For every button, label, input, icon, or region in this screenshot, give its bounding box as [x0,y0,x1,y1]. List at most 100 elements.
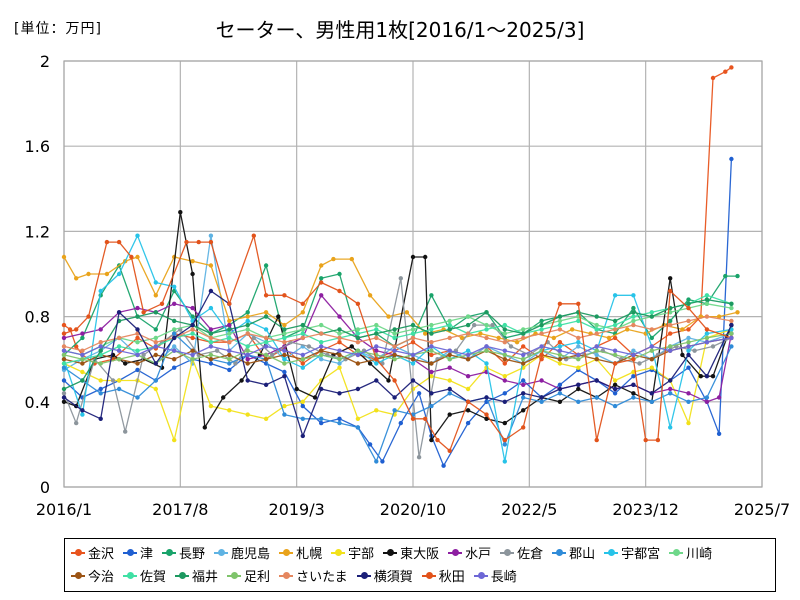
data-point [612,348,618,353]
data-point [686,301,691,306]
legend-swatch [71,548,85,557]
data-point [172,327,177,332]
data-point [668,344,673,349]
data-point [649,365,654,370]
data-point [649,348,654,353]
data-point [631,305,636,311]
data-point [306,344,312,349]
data-point [594,348,599,353]
data-point [410,361,416,366]
data-point [331,256,336,262]
data-point [374,459,379,464]
data-point [612,352,618,358]
data-point [135,305,140,311]
x-tick-label: 2023/12 [612,500,678,519]
data-point [686,340,691,345]
data-point [539,331,544,336]
data-point [594,331,599,336]
data-point [355,348,361,353]
data-point [631,310,636,315]
data-point [631,314,636,319]
x-tick-label: 2025/7 [734,500,790,519]
data-point [502,420,507,426]
data-point [557,382,563,387]
data-point [319,280,324,285]
data-point [374,327,379,332]
data-point [557,340,563,345]
data-point [429,331,434,336]
data-point [337,314,342,319]
data-point [374,331,379,336]
legend-label: 川崎 [686,547,713,562]
data-point [355,331,361,336]
data-point [349,256,354,262]
data-point [521,361,526,366]
data-point [686,348,691,353]
data-point [557,391,563,396]
legend-item: 横須賀 [356,564,413,587]
data-point [423,416,428,421]
data-point [716,431,722,436]
legend-item: 宇都宮 [604,541,660,564]
y-tick-label: 0.8 [25,308,50,327]
data-point [80,335,85,341]
data-point [153,280,158,285]
legend-swatch [383,548,398,557]
data-point [123,429,128,434]
data-point [172,348,177,353]
data-point [502,459,507,464]
data-point [557,352,563,358]
data-point [190,352,195,358]
data-point [153,310,158,315]
data-point [668,318,673,324]
data-point [300,331,305,336]
data-point [227,348,232,353]
data-point [190,331,195,336]
data-point [484,322,489,328]
data-point [337,331,342,336]
data-point [104,271,110,277]
data-point [484,327,489,332]
data-point [612,378,618,383]
data-point [686,327,691,332]
data-point [398,276,403,281]
data-point [276,314,281,319]
legend-item: 福井 [175,564,218,587]
data-point [245,310,250,315]
data-point [484,361,489,366]
legend-grid: 金沢 津 長野 鹿児島 札幌 宇部 東大阪 水戸 佐倉 郡山 宇都宮 川崎 今治 佐賀 福井 足利 さいたま 横須… [65,539,775,587]
data-point [74,327,79,332]
data-point [710,374,716,379]
data-point [521,395,526,400]
data-point [472,322,477,328]
data-point [649,310,654,315]
legend-swatch [331,548,346,557]
data-point [631,293,636,298]
data-point [227,322,232,328]
legend-label: 佐倉 [517,547,544,562]
data-point [502,374,507,379]
data-point [74,276,79,281]
data-point [245,314,250,319]
y-tick-label: 1.6 [25,137,50,156]
data-point [576,382,581,387]
data-point [729,65,734,70]
data-point [263,335,269,341]
data-point [159,301,165,306]
data-point [74,420,79,426]
data-point [245,322,250,328]
legend-item: 東大阪 [383,541,439,564]
legend-label: 郡山 [569,547,596,562]
data-point [300,433,305,439]
data-point [294,386,299,392]
data-point [355,301,361,306]
data-point [319,263,324,268]
data-point [337,420,342,426]
data-point [282,412,287,417]
data-point [80,357,85,362]
legend-label: 水戸 [465,547,492,562]
data-point [116,344,122,349]
data-point [135,233,140,238]
data-point [208,352,214,358]
data-point [410,378,416,383]
